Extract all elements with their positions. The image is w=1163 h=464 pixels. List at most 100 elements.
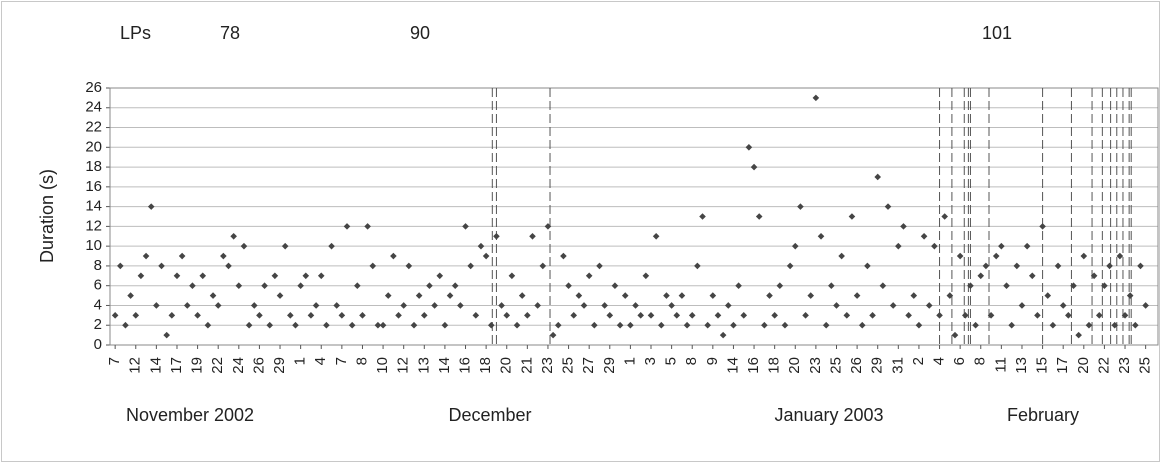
point	[230, 232, 237, 240]
point	[1075, 331, 1082, 339]
point	[771, 312, 778, 319]
point	[838, 252, 845, 260]
point	[864, 262, 871, 270]
x-tick-label: 22	[209, 357, 226, 374]
y-tick-label: 18	[85, 158, 102, 175]
lp-count: 78	[220, 23, 240, 43]
point	[400, 302, 407, 309]
point	[828, 282, 835, 289]
point	[755, 213, 763, 220]
x-tick-label: 12	[127, 357, 144, 374]
point	[529, 232, 536, 240]
point	[611, 282, 619, 289]
x-tick-label: 13	[1013, 357, 1030, 374]
point	[451, 282, 459, 289]
point	[441, 321, 449, 329]
point	[312, 302, 320, 309]
point	[410, 321, 418, 329]
y-tick-label: 12	[85, 217, 102, 234]
point	[843, 312, 851, 319]
point	[317, 272, 325, 280]
point	[1080, 252, 1088, 260]
point	[977, 272, 985, 280]
point	[199, 272, 207, 280]
x-tick-label: 27	[580, 357, 597, 374]
point	[1039, 223, 1046, 230]
x-tick-label: 29	[601, 357, 618, 374]
point	[287, 312, 294, 319]
point	[833, 302, 840, 309]
point	[472, 312, 480, 319]
x-tick-label: 6	[951, 357, 968, 365]
point	[668, 302, 675, 309]
point	[652, 232, 660, 240]
point	[889, 302, 897, 309]
lp-header: LPs	[120, 23, 151, 43]
point	[1003, 282, 1010, 289]
point	[982, 262, 990, 270]
point	[158, 262, 165, 270]
x-tick-label: 14	[724, 357, 741, 374]
point	[1106, 262, 1113, 270]
point	[256, 312, 263, 319]
point	[1054, 262, 1062, 270]
point	[1049, 321, 1057, 329]
point	[122, 321, 129, 329]
point	[147, 203, 155, 210]
point	[1132, 321, 1139, 329]
point	[683, 321, 691, 329]
point	[214, 302, 222, 309]
point	[900, 223, 907, 230]
point	[132, 312, 140, 319]
point	[390, 252, 397, 260]
point	[204, 321, 212, 329]
point	[539, 262, 547, 270]
point	[524, 312, 531, 319]
point	[972, 321, 979, 329]
point	[699, 213, 706, 220]
point	[549, 331, 557, 339]
point	[797, 203, 804, 210]
point	[931, 242, 938, 250]
point	[1034, 312, 1041, 319]
point	[405, 262, 413, 270]
x-tick-label: 3	[642, 357, 659, 365]
point	[817, 232, 825, 240]
point	[354, 282, 361, 289]
point	[627, 321, 634, 329]
point	[1008, 321, 1015, 329]
point	[967, 282, 974, 289]
point	[487, 321, 495, 329]
point	[951, 331, 959, 339]
y-tick-label: 14	[85, 198, 102, 215]
point	[1018, 302, 1026, 309]
point	[457, 302, 464, 309]
x-tick-label: 23	[539, 357, 556, 374]
point	[1121, 312, 1129, 319]
point	[364, 223, 371, 230]
y-axis-label: Duration (s)	[37, 169, 57, 263]
point	[879, 282, 887, 289]
point	[173, 272, 181, 280]
point	[802, 312, 809, 319]
point	[1126, 292, 1134, 299]
point	[761, 321, 768, 329]
point	[245, 321, 253, 329]
y-tick-label: 26	[85, 79, 102, 96]
x-tick-label: 1	[621, 357, 638, 365]
point	[1111, 321, 1119, 329]
point	[302, 272, 310, 280]
x-tick-label: 31	[889, 357, 906, 374]
y-tick-label: 0	[94, 336, 102, 353]
x-tick-label: 4	[312, 357, 329, 365]
point	[281, 242, 289, 250]
x-tick-label: 21	[518, 357, 535, 374]
point	[694, 262, 701, 270]
point	[323, 321, 330, 329]
point	[431, 302, 438, 309]
point	[946, 292, 954, 299]
x-tick-label: 12	[395, 357, 412, 374]
point	[420, 312, 428, 319]
x-tick-label: 26	[250, 357, 267, 374]
